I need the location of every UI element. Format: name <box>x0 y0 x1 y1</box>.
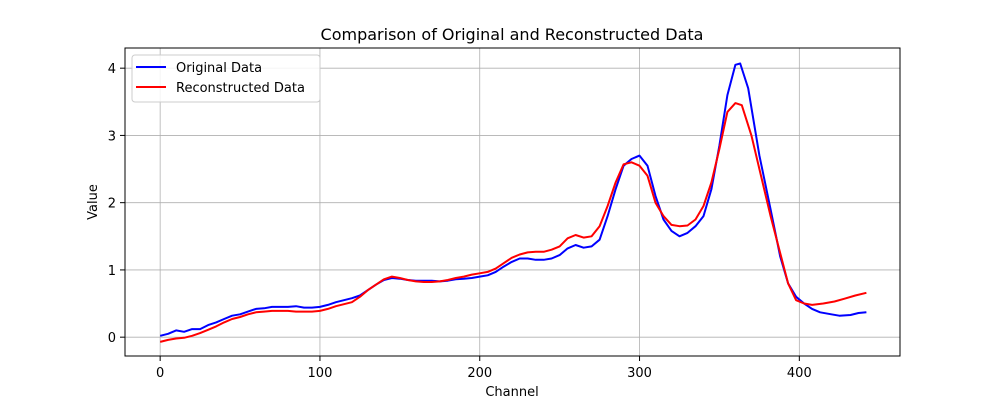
y-axis-label: Value <box>86 184 101 220</box>
plot-frame <box>124 47 901 357</box>
legend: Original Data Reconstructed Data <box>131 54 321 103</box>
y-tick-label: 4 <box>108 62 116 77</box>
grid-lines <box>125 48 900 356</box>
x-tick-label: 200 <box>467 366 492 381</box>
legend-label-reconstructed: Reconstructed Data <box>176 81 305 96</box>
chart-title: Comparison of Original and Reconstructed… <box>321 25 704 44</box>
series-layer <box>159 62 867 343</box>
x-axis-ticks: 0 100 200 300 400 <box>156 356 812 381</box>
x-tick-label: 400 <box>787 366 812 381</box>
y-axis-ticks: 0 1 2 3 4 <box>108 62 125 346</box>
y-tick-label: 2 <box>108 197 116 212</box>
reconstructed-data-line <box>159 102 867 343</box>
y-tick-label: 0 <box>108 331 116 346</box>
x-tick-label: 300 <box>627 366 652 381</box>
y-tick-label: 1 <box>108 264 116 279</box>
x-axis-label: Channel <box>485 385 538 400</box>
x-tick-label: 0 <box>156 366 164 381</box>
x-tick-label: 100 <box>308 366 333 381</box>
legend-box <box>131 54 321 103</box>
original-data-line <box>159 62 867 337</box>
legend-label-original: Original Data <box>176 61 262 76</box>
y-tick-label: 3 <box>108 129 116 144</box>
